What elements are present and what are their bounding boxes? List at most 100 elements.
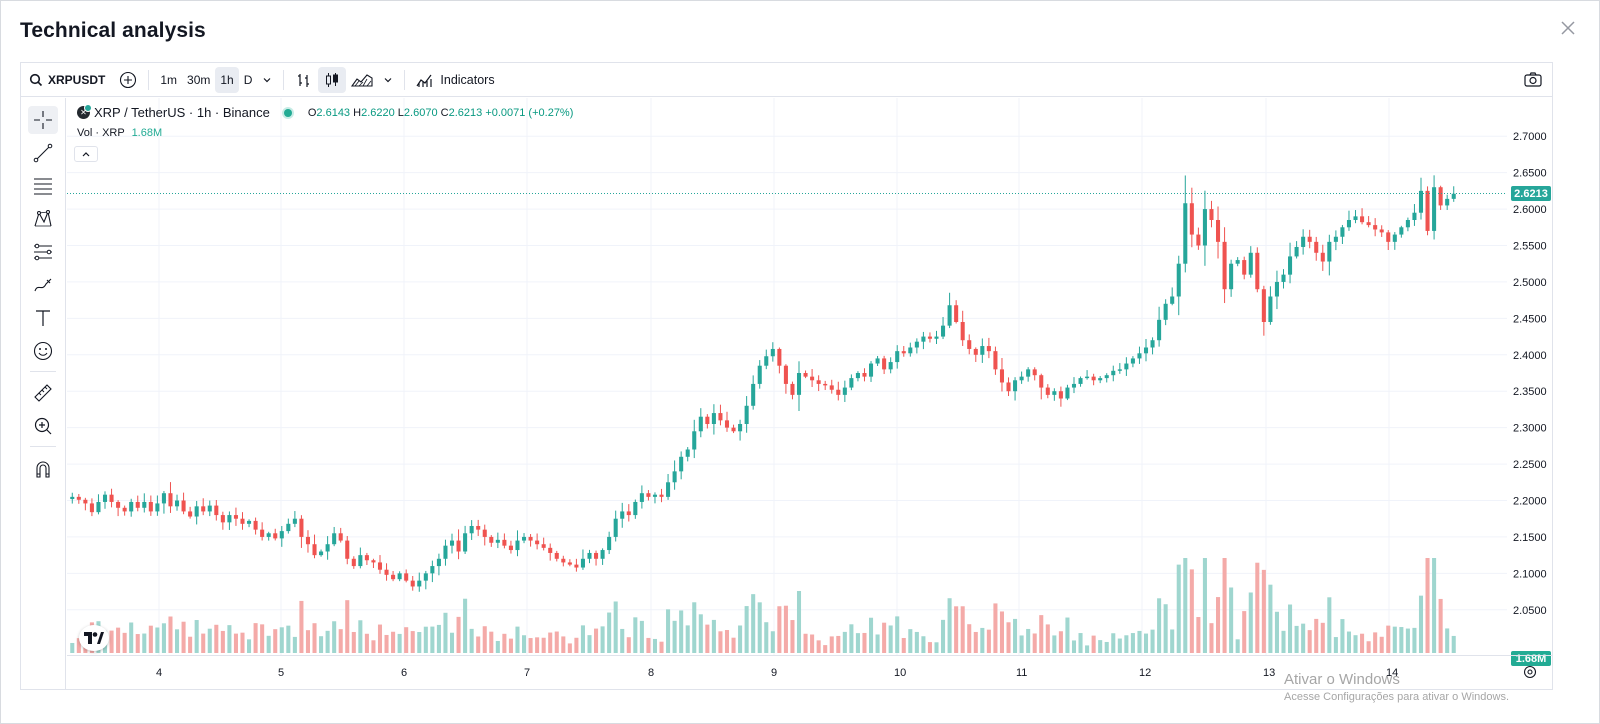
time-axis[interactable]: 4 5 6 7 8 9 10 11 12 13 14 [67, 655, 1507, 689]
price-axis[interactable]: 2.7000 2.6500 2.6000 2.5500 2.5000 2.4500 2.40… [1507, 98, 1553, 655]
volume-bar [1078, 633, 1083, 653]
candle-body [155, 503, 160, 512]
candle-body [535, 540, 540, 545]
indicators-button[interactable]: Indicators [411, 67, 499, 93]
open-label: O [307, 106, 317, 119]
candle-body [764, 356, 769, 366]
prediction-icon[interactable] [28, 238, 58, 266]
volume-bar [1065, 617, 1070, 653]
candle-body [613, 518, 618, 537]
symbol-title[interactable]: XRP / TetherUS · 1h · Binance [94, 105, 270, 120]
candle-body [430, 566, 435, 574]
candle-body [770, 348, 775, 357]
candle-body [142, 501, 147, 508]
volume-bar [705, 624, 710, 653]
volume-bar [1202, 558, 1207, 653]
time-tick-label: 11 [1016, 667, 1027, 679]
magnet-icon[interactable] [28, 455, 58, 483]
volume-bar [410, 631, 415, 653]
volume-bar [1451, 635, 1456, 653]
candle-body [351, 558, 356, 567]
settings-icon[interactable] [1522, 664, 1538, 680]
candle-body [384, 569, 389, 575]
price-tick-label: 2.4000 [1513, 350, 1547, 362]
candle-body [1124, 363, 1129, 370]
candle-body [253, 520, 258, 530]
bar-chart-type-button[interactable] [290, 67, 318, 93]
volume-bar [391, 631, 396, 653]
ohlc-values: O2.6143 H2.6220 L2.6070 C2.6213 +0.0071 … [308, 107, 574, 119]
volume-bar [1170, 629, 1175, 653]
camera-icon[interactable] [1522, 69, 1544, 91]
volume-bar [430, 626, 435, 653]
price-axis-labels: 2.7000 2.6500 2.6000 2.5500 2.5000 2.4500 2.40… [1513, 131, 1547, 617]
volume-bar [862, 632, 867, 653]
volume-bar [1215, 597, 1221, 653]
price-tick-label: 2.6000 [1513, 204, 1547, 216]
chart-pane[interactable] [67, 98, 1507, 655]
candle-body [1346, 220, 1352, 228]
interval-30m[interactable]: 30m [187, 72, 211, 87]
trend-line-icon[interactable] [28, 139, 58, 167]
volume-bar [1189, 569, 1194, 653]
volume-bar [482, 626, 487, 653]
candle-body [397, 573, 402, 580]
candle-body [980, 346, 985, 355]
volume-bar [1248, 592, 1253, 653]
emoji-icon[interactable] [28, 337, 58, 365]
candle-body [875, 358, 880, 364]
volume-bar [1124, 635, 1129, 653]
candle-body [921, 336, 926, 342]
collapse-legend-button[interactable] [74, 146, 98, 162]
interval-d[interactable]: D [243, 72, 253, 87]
volume-bar [109, 630, 114, 653]
candle-body [201, 506, 206, 512]
candle-body [174, 500, 180, 507]
axis-settings[interactable] [1507, 655, 1553, 689]
candle-body [711, 413, 716, 424]
candle-body [882, 358, 887, 370]
candlestick-chart[interactable] [67, 98, 1507, 655]
candle-body [1301, 236, 1306, 247]
volume-bar [1445, 628, 1450, 653]
volume-bar [554, 631, 559, 653]
candle-body [332, 533, 337, 545]
candle-body [338, 533, 343, 541]
time-tick-label: 8 [648, 667, 654, 679]
market-status-icon[interactable] [283, 108, 292, 117]
text-icon[interactable] [28, 304, 58, 332]
horizontal-lines-icon[interactable] [28, 172, 58, 200]
candle-body [993, 351, 998, 370]
tradingview-logo-icon[interactable] [79, 625, 109, 651]
crosshair-icon[interactable] [28, 106, 58, 134]
close-icon[interactable] [1559, 19, 1577, 37]
volume-bar [1183, 558, 1188, 653]
candle-body [70, 496, 75, 500]
area-chart-type-button[interactable] [346, 67, 378, 93]
interval-1m[interactable]: 1m [160, 72, 178, 87]
time-tick-label: 7 [524, 667, 530, 679]
indicators-icon [416, 74, 432, 87]
candles-chart-type-button[interactable] [318, 66, 347, 93]
symbol-search-button[interactable]: XRPUSDT [21, 67, 110, 93]
candle-body [515, 540, 520, 551]
chart-type-dropdown-button[interactable] [378, 67, 398, 93]
volume-bar [521, 635, 527, 653]
volume-bar [495, 640, 500, 653]
compare-symbol-button[interactable] [114, 67, 142, 93]
candle-body [148, 501, 153, 512]
interval-1h[interactable]: 1h [215, 66, 239, 93]
candle-body [423, 573, 428, 581]
candle-body [1098, 378, 1103, 381]
volume-bar [201, 633, 206, 653]
brush-icon[interactable] [28, 271, 58, 299]
zoom-in-icon[interactable] [28, 412, 58, 440]
pattern-icon[interactable] [28, 205, 58, 233]
volume-bar [960, 606, 965, 653]
candle-body [220, 515, 225, 523]
interval-dropdown-button[interactable] [257, 67, 277, 93]
ruler-icon[interactable] [28, 379, 58, 407]
volume-bar [1052, 635, 1057, 653]
volume-bar [384, 634, 389, 653]
candle-body [1294, 246, 1299, 257]
